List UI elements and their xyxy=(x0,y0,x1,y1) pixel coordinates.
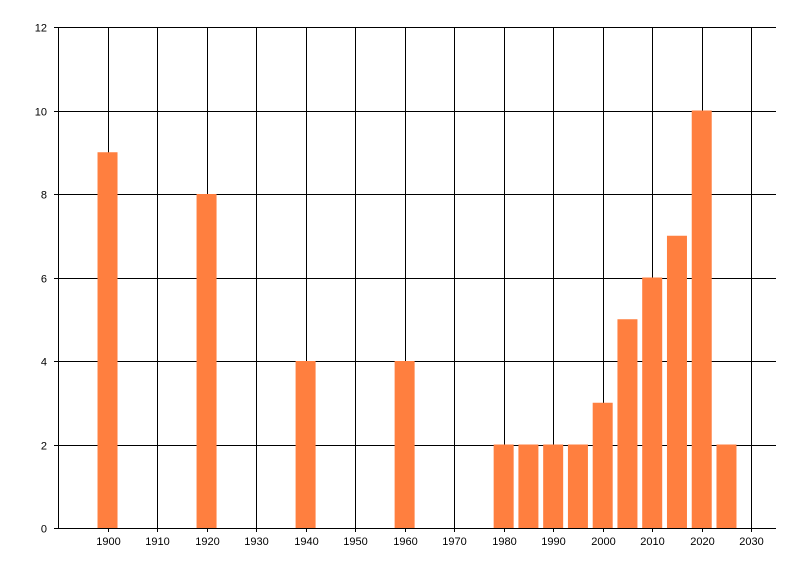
x-tick-label: 1910 xyxy=(145,536,169,548)
y-tick-label: 12 xyxy=(35,23,47,35)
y-tick-label: 8 xyxy=(41,190,47,202)
bar xyxy=(493,444,514,528)
axes xyxy=(54,27,776,532)
y-tick-label: 0 xyxy=(41,524,47,536)
tick-labels: 0 2 4 6 8 10 12 1900 1910 1920 1930 1940 1950 1960 197… xyxy=(35,23,764,549)
x-tick-label: 1960 xyxy=(393,536,417,548)
bar xyxy=(295,361,316,528)
bar xyxy=(543,444,564,528)
x-tick-label: 1900 xyxy=(96,536,120,548)
y-tick-label: 10 xyxy=(35,107,47,119)
x-tick-label: 1980 xyxy=(492,536,516,548)
x-tick-label: 2020 xyxy=(690,536,714,548)
bar xyxy=(617,319,638,528)
x-tick-label: 1950 xyxy=(343,536,367,548)
bars xyxy=(97,110,737,528)
x-tick-label: 1920 xyxy=(195,536,219,548)
bar xyxy=(518,444,539,528)
bar xyxy=(394,361,415,528)
bar xyxy=(97,152,118,528)
bar xyxy=(196,194,217,528)
x-tick-label: 1930 xyxy=(244,536,268,548)
bar xyxy=(567,444,588,528)
y-tick-label: 4 xyxy=(41,357,47,369)
y-tick-label: 6 xyxy=(41,274,47,286)
x-tick-label: 1940 xyxy=(294,536,318,548)
x-tick-label: 2030 xyxy=(739,536,763,548)
x-tick-label: 1990 xyxy=(541,536,565,548)
x-tick-label: 1970 xyxy=(442,536,466,548)
bar xyxy=(592,402,613,528)
bar xyxy=(716,444,737,528)
x-tick-label: 2010 xyxy=(640,536,664,548)
bar xyxy=(642,277,663,528)
bar xyxy=(691,110,712,528)
x-tick-label: 2000 xyxy=(591,536,615,548)
y-tick-label: 2 xyxy=(41,441,47,453)
bar xyxy=(666,235,687,528)
